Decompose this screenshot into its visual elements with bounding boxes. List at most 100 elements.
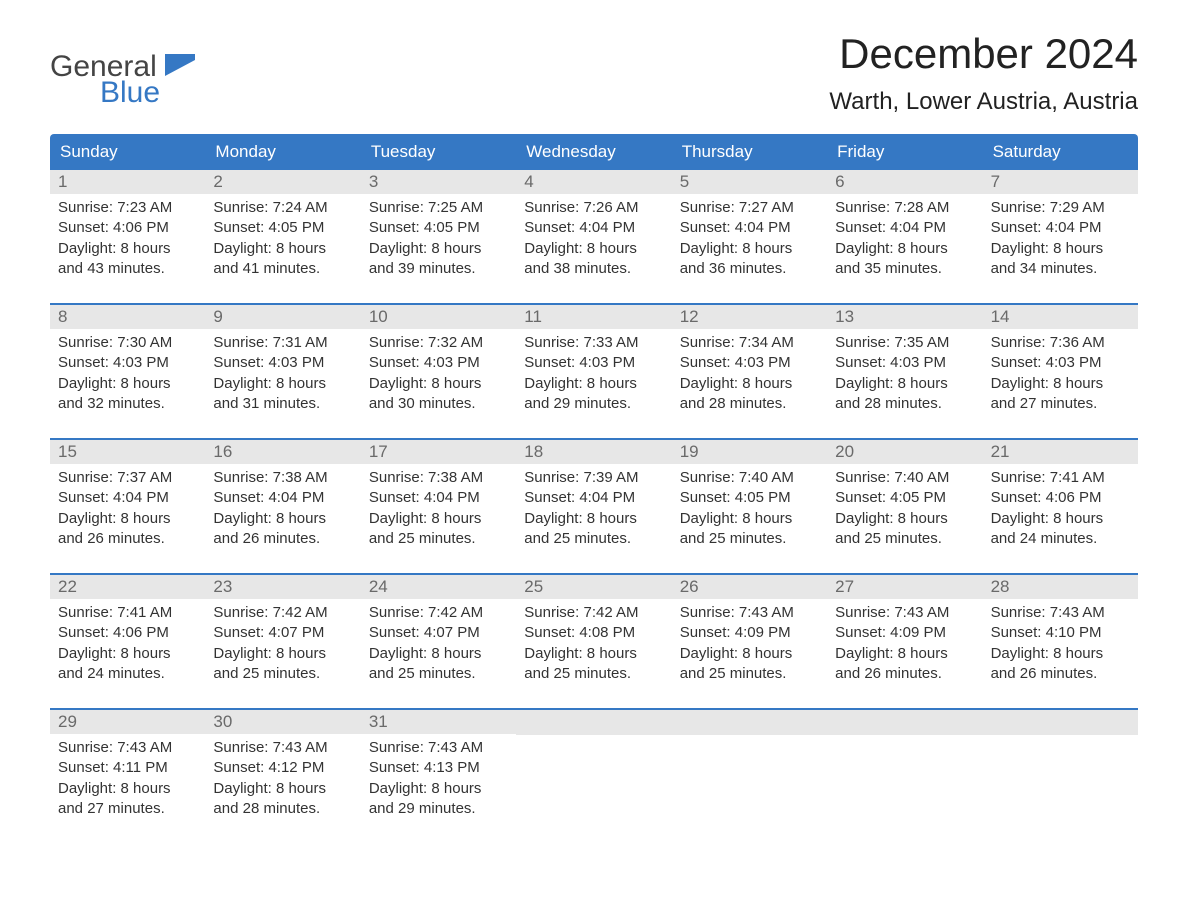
day-line-d1: Daylight: 8 hours bbox=[58, 509, 197, 529]
day-line-d1: Daylight: 8 hours bbox=[213, 779, 352, 799]
day-number-empty bbox=[827, 710, 982, 735]
day-cell: 1Sunrise: 7:23 AMSunset: 4:06 PMDaylight… bbox=[50, 170, 205, 285]
day-line-d2: and 25 minutes. bbox=[524, 529, 663, 549]
day-cell: 22Sunrise: 7:41 AMSunset: 4:06 PMDayligh… bbox=[50, 575, 205, 690]
day-number: 12 bbox=[672, 305, 827, 329]
day-line-d2: and 28 minutes. bbox=[213, 799, 352, 819]
day-line-ss: Sunset: 4:04 PM bbox=[213, 488, 352, 508]
day-line-ss: Sunset: 4:11 PM bbox=[58, 758, 197, 778]
day-line-d1: Daylight: 8 hours bbox=[524, 509, 663, 529]
day-number: 27 bbox=[827, 575, 982, 599]
day-line-d2: and 28 minutes. bbox=[835, 394, 974, 414]
day-line-sr: Sunrise: 7:43 AM bbox=[213, 738, 352, 758]
day-number: 8 bbox=[50, 305, 205, 329]
day-line-ss: Sunset: 4:05 PM bbox=[680, 488, 819, 508]
day-line-sr: Sunrise: 7:26 AM bbox=[524, 198, 663, 218]
day-line-ss: Sunset: 4:06 PM bbox=[58, 623, 197, 643]
weekday-thursday: Thursday bbox=[672, 134, 827, 170]
day-cell: 5Sunrise: 7:27 AMSunset: 4:04 PMDaylight… bbox=[672, 170, 827, 285]
day-line-sr: Sunrise: 7:42 AM bbox=[524, 603, 663, 623]
day-line-d2: and 25 minutes. bbox=[213, 664, 352, 684]
header: General Blue December 2024 Warth, Lower … bbox=[50, 30, 1138, 116]
day-line-ss: Sunset: 4:05 PM bbox=[213, 218, 352, 238]
day-line-sr: Sunrise: 7:43 AM bbox=[58, 738, 197, 758]
day-line-sr: Sunrise: 7:27 AM bbox=[680, 198, 819, 218]
day-number: 24 bbox=[361, 575, 516, 599]
day-line-sr: Sunrise: 7:33 AM bbox=[524, 333, 663, 353]
day-line-d1: Daylight: 8 hours bbox=[680, 644, 819, 664]
day-line-d2: and 25 minutes. bbox=[524, 664, 663, 684]
day-line-d2: and 38 minutes. bbox=[524, 259, 663, 279]
day-line-d2: and 31 minutes. bbox=[213, 394, 352, 414]
day-number: 16 bbox=[205, 440, 360, 464]
day-number: 7 bbox=[983, 170, 1138, 194]
day-content: Sunrise: 7:36 AMSunset: 4:03 PMDaylight:… bbox=[983, 329, 1138, 420]
day-line-d1: Daylight: 8 hours bbox=[213, 239, 352, 259]
day-line-d2: and 25 minutes. bbox=[680, 529, 819, 549]
day-content: Sunrise: 7:38 AMSunset: 4:04 PMDaylight:… bbox=[205, 464, 360, 555]
day-line-d1: Daylight: 8 hours bbox=[58, 779, 197, 799]
day-line-d1: Daylight: 8 hours bbox=[835, 239, 974, 259]
day-line-d2: and 27 minutes. bbox=[58, 799, 197, 819]
day-line-sr: Sunrise: 7:25 AM bbox=[369, 198, 508, 218]
day-line-sr: Sunrise: 7:35 AM bbox=[835, 333, 974, 353]
day-content: Sunrise: 7:43 AMSunset: 4:11 PMDaylight:… bbox=[50, 734, 205, 825]
day-line-ss: Sunset: 4:07 PM bbox=[213, 623, 352, 643]
day-cell: 31Sunrise: 7:43 AMSunset: 4:13 PMDayligh… bbox=[361, 710, 516, 825]
day-line-sr: Sunrise: 7:40 AM bbox=[835, 468, 974, 488]
day-cell bbox=[516, 710, 671, 825]
day-cell: 13Sunrise: 7:35 AMSunset: 4:03 PMDayligh… bbox=[827, 305, 982, 420]
day-content: Sunrise: 7:29 AMSunset: 4:04 PMDaylight:… bbox=[983, 194, 1138, 285]
day-number: 28 bbox=[983, 575, 1138, 599]
day-content: Sunrise: 7:30 AMSunset: 4:03 PMDaylight:… bbox=[50, 329, 205, 420]
day-cell: 6Sunrise: 7:28 AMSunset: 4:04 PMDaylight… bbox=[827, 170, 982, 285]
day-number-empty bbox=[672, 710, 827, 735]
day-line-ss: Sunset: 4:13 PM bbox=[369, 758, 508, 778]
day-line-ss: Sunset: 4:04 PM bbox=[524, 218, 663, 238]
day-line-sr: Sunrise: 7:43 AM bbox=[680, 603, 819, 623]
day-line-d2: and 26 minutes. bbox=[835, 664, 974, 684]
day-cell: 14Sunrise: 7:36 AMSunset: 4:03 PMDayligh… bbox=[983, 305, 1138, 420]
day-line-ss: Sunset: 4:04 PM bbox=[524, 488, 663, 508]
day-cell: 12Sunrise: 7:34 AMSunset: 4:03 PMDayligh… bbox=[672, 305, 827, 420]
day-line-sr: Sunrise: 7:23 AM bbox=[58, 198, 197, 218]
day-content: Sunrise: 7:26 AMSunset: 4:04 PMDaylight:… bbox=[516, 194, 671, 285]
day-number: 21 bbox=[983, 440, 1138, 464]
day-line-ss: Sunset: 4:10 PM bbox=[991, 623, 1130, 643]
day-cell: 25Sunrise: 7:42 AMSunset: 4:08 PMDayligh… bbox=[516, 575, 671, 690]
day-line-d1: Daylight: 8 hours bbox=[369, 374, 508, 394]
day-line-d2: and 32 minutes. bbox=[58, 394, 197, 414]
day-line-ss: Sunset: 4:04 PM bbox=[58, 488, 197, 508]
day-line-d1: Daylight: 8 hours bbox=[991, 239, 1130, 259]
day-line-d1: Daylight: 8 hours bbox=[991, 374, 1130, 394]
day-content: Sunrise: 7:27 AMSunset: 4:04 PMDaylight:… bbox=[672, 194, 827, 285]
day-content: Sunrise: 7:39 AMSunset: 4:04 PMDaylight:… bbox=[516, 464, 671, 555]
day-line-ss: Sunset: 4:06 PM bbox=[991, 488, 1130, 508]
day-cell: 18Sunrise: 7:39 AMSunset: 4:04 PMDayligh… bbox=[516, 440, 671, 555]
day-line-d2: and 39 minutes. bbox=[369, 259, 508, 279]
day-number: 13 bbox=[827, 305, 982, 329]
day-cell: 17Sunrise: 7:38 AMSunset: 4:04 PMDayligh… bbox=[361, 440, 516, 555]
day-line-d2: and 34 minutes. bbox=[991, 259, 1130, 279]
day-content: Sunrise: 7:38 AMSunset: 4:04 PMDaylight:… bbox=[361, 464, 516, 555]
day-line-d1: Daylight: 8 hours bbox=[524, 374, 663, 394]
day-line-sr: Sunrise: 7:29 AM bbox=[991, 198, 1130, 218]
day-line-ss: Sunset: 4:04 PM bbox=[680, 218, 819, 238]
day-cell: 11Sunrise: 7:33 AMSunset: 4:03 PMDayligh… bbox=[516, 305, 671, 420]
logo: General Blue bbox=[50, 50, 195, 110]
day-content: Sunrise: 7:23 AMSunset: 4:06 PMDaylight:… bbox=[50, 194, 205, 285]
day-number: 17 bbox=[361, 440, 516, 464]
day-number: 5 bbox=[672, 170, 827, 194]
day-line-d2: and 36 minutes. bbox=[680, 259, 819, 279]
weekday-sunday: Sunday bbox=[50, 134, 205, 170]
day-line-d1: Daylight: 8 hours bbox=[369, 509, 508, 529]
day-cell: 7Sunrise: 7:29 AMSunset: 4:04 PMDaylight… bbox=[983, 170, 1138, 285]
day-number: 3 bbox=[361, 170, 516, 194]
day-line-sr: Sunrise: 7:36 AM bbox=[991, 333, 1130, 353]
day-content: Sunrise: 7:37 AMSunset: 4:04 PMDaylight:… bbox=[50, 464, 205, 555]
day-line-d2: and 29 minutes. bbox=[369, 799, 508, 819]
day-cell: 8Sunrise: 7:30 AMSunset: 4:03 PMDaylight… bbox=[50, 305, 205, 420]
day-line-d1: Daylight: 8 hours bbox=[213, 374, 352, 394]
day-number: 9 bbox=[205, 305, 360, 329]
day-line-d1: Daylight: 8 hours bbox=[680, 374, 819, 394]
